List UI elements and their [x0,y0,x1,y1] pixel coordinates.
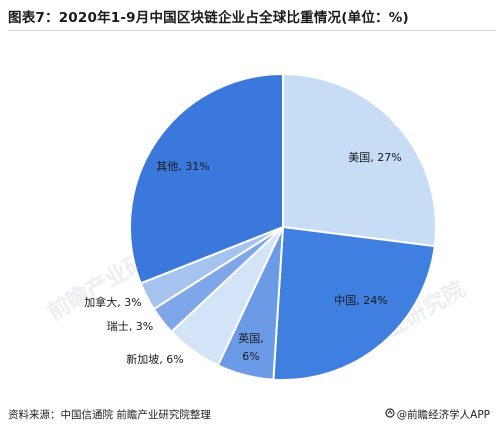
slice-label-中国: 中国, 24% [334,294,387,307]
slice-label-其他: 其他, 31% [156,160,209,173]
title-divider [8,30,496,31]
pie-slice-其他 [129,72,284,285]
brand-credit: @前瞻经济学人APP [385,407,490,422]
slice-label-瑞士: 瑞士, 3% [107,319,153,333]
slice-label-英国: 英国, [238,331,264,345]
chart-title: 图表7：2020年1-9月中国区块链企业占全球比重情况(单位：%) [8,10,409,26]
slice-label-加拿大: 加拿大, 3% [84,295,141,309]
slice-label-英国-value: 6% [242,350,259,363]
slice-label-美国: 美国, 27% [348,151,401,164]
pie-slices [129,72,437,382]
brand-text: @前瞻经济学人APP [396,409,490,421]
pie-chart: 前瞻产业研究院前瞻产业研究院前瞻产业研究院 美国, 27%中国, 24%英国,6… [43,72,470,382]
pie-slice-中国 [272,225,436,382]
source-note: 资料来源：中国信通院 前瞻产业研究院整理 [8,409,211,421]
brand-logo-icon [385,408,395,421]
slice-label-新加坡: 新加坡, 6% [126,352,183,366]
pie-labels: 美国, 27% 中国, 24% 英国, 6% 新加坡, 6% 瑞士, 3% 加拿大, 3% 其… [84,151,401,366]
pie-slice-美国 [282,72,437,248]
